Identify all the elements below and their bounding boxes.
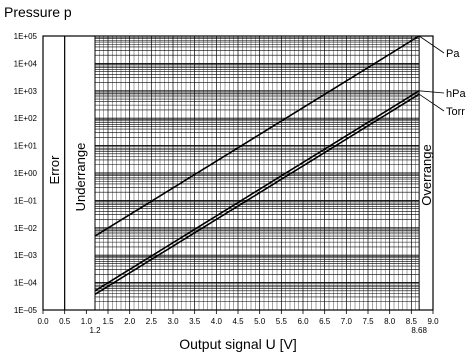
y-axis-title: Pressure p bbox=[4, 4, 72, 20]
x-tick-label: 4.5 bbox=[232, 317, 244, 326]
leader-line bbox=[418, 35, 445, 54]
x-tick-label: 3.5 bbox=[189, 317, 201, 326]
region-label-error: Error bbox=[47, 155, 62, 185]
region-label-underrange: Underrange bbox=[73, 143, 88, 212]
y-tick-label: 1E–03 bbox=[14, 251, 38, 260]
leader-line bbox=[418, 93, 445, 112]
x-tick-label: 5.0 bbox=[254, 317, 266, 326]
grid bbox=[94, 36, 420, 311]
x-tick-label: 0.0 bbox=[37, 317, 49, 326]
series-line-torr bbox=[94, 93, 420, 295]
x-axis-title: Output signal U [V] bbox=[179, 336, 297, 352]
x-tick-label: 1.5 bbox=[102, 317, 114, 326]
y-tick-label: 1E+01 bbox=[14, 142, 38, 151]
x-tick-label: 9.0 bbox=[427, 317, 439, 326]
x-tick-label: 0.5 bbox=[59, 317, 71, 326]
x-extra-tick-label: 1.2 bbox=[89, 326, 101, 335]
series-label-pa: Pa bbox=[446, 48, 460, 60]
y-tick-label: 1E–01 bbox=[14, 196, 38, 205]
y-tick-label: 1E+00 bbox=[14, 169, 38, 178]
series-label-hpa: hPa bbox=[446, 88, 466, 100]
x-tick-label: 5.5 bbox=[276, 317, 288, 326]
x-tick-label: 4.0 bbox=[211, 317, 223, 326]
y-tick-label: 1E–05 bbox=[14, 306, 38, 315]
x-tick-label: 7.5 bbox=[362, 317, 374, 326]
x-tick-label: 2.5 bbox=[146, 317, 158, 326]
y-tick-label: 1E–04 bbox=[14, 279, 38, 288]
leader-line bbox=[419, 90, 445, 94]
series-label-torr: Torr bbox=[446, 106, 465, 118]
x-tick-labels: 0.0 0.5 1.0 1.5 2.0 2.5 3.0 3.5 4.0 4.5 5.0 5.5 6.0 6… bbox=[37, 310, 439, 335]
y-tick-labels: 1E+05 1E+04 1E+03 1E+02 1E+01 1E+00 1E–01 1E–02… bbox=[14, 32, 38, 315]
x-tick-label: 3.0 bbox=[167, 317, 179, 326]
series-lines bbox=[94, 35, 420, 295]
y-tick-label: 1E+05 bbox=[14, 32, 38, 41]
x-tick-label: 2.0 bbox=[124, 317, 136, 326]
x-tick-label: 7.0 bbox=[341, 317, 353, 326]
x-tick-label: 1.0 bbox=[81, 317, 93, 326]
series-labels: Pa hPa Torr bbox=[418, 35, 466, 118]
x-tick-label: 8.0 bbox=[384, 317, 396, 326]
x-tick-label: 6.5 bbox=[319, 317, 331, 326]
x-tick-label: 6.0 bbox=[297, 317, 309, 326]
series-line-pa bbox=[94, 35, 420, 237]
x-tick-label: 8.5 bbox=[406, 317, 418, 326]
x-extra-tick-label: 8.68 bbox=[411, 326, 427, 335]
region-label-overrange: Overrange bbox=[419, 144, 434, 205]
y-tick-label: 1E+03 bbox=[14, 87, 38, 96]
series-line-hpa bbox=[94, 90, 420, 292]
y-tick-label: 1E+02 bbox=[14, 114, 38, 123]
regions: Error Underrange Overrange bbox=[47, 36, 434, 310]
y-tick-label: 1E+04 bbox=[14, 59, 38, 68]
y-tick-label: 1E–02 bbox=[14, 224, 38, 233]
